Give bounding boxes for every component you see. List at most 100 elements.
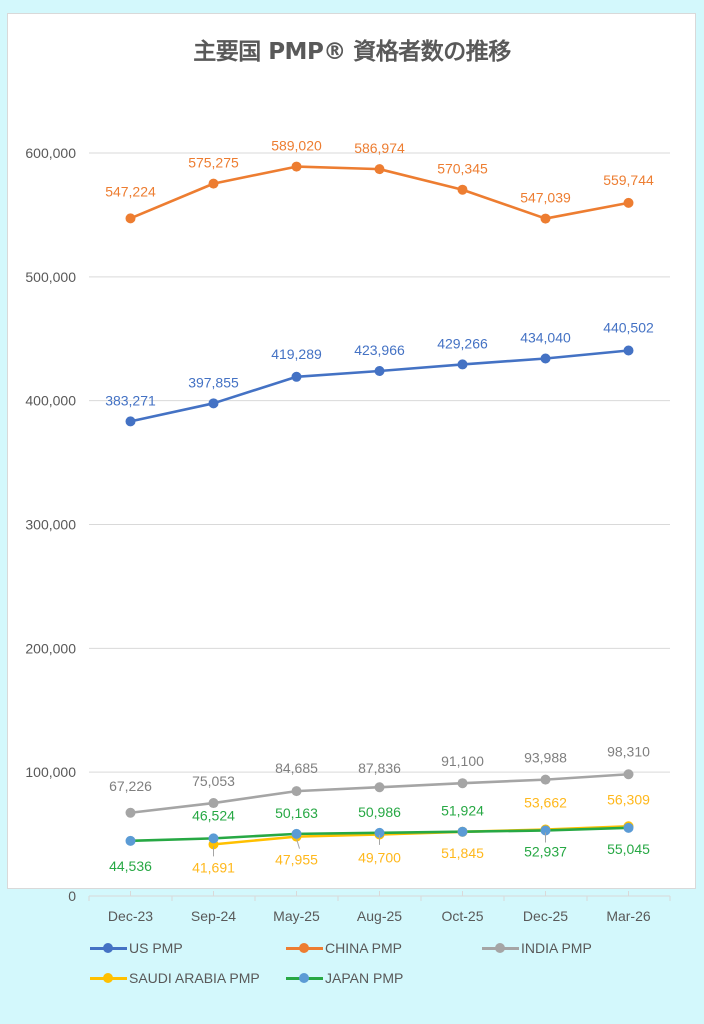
data-label: 50,986 <box>358 804 401 820</box>
data-point <box>291 828 302 839</box>
data-label: 56,309 <box>607 791 650 807</box>
legend-label: SAUDI ARABIA PMP <box>129 970 260 986</box>
data-point <box>374 782 385 793</box>
data-label: 53,662 <box>524 795 567 811</box>
y-tick-label: 300,000 <box>25 517 76 533</box>
data-label: 67,226 <box>109 778 152 794</box>
data-label: 547,224 <box>105 183 156 199</box>
legend-label: JAPAN PMP <box>325 970 404 986</box>
legend-item[interactable]: US PMP <box>90 940 183 956</box>
data-point <box>374 365 385 376</box>
legend-item[interactable]: JAPAN PMP <box>286 970 403 986</box>
data-point <box>540 213 551 224</box>
data-point <box>208 798 219 809</box>
data-label: 570,345 <box>437 161 488 177</box>
data-point <box>208 398 219 409</box>
data-label: 419,289 <box>271 346 322 362</box>
legend-marker <box>495 943 505 953</box>
data-point <box>374 827 385 838</box>
data-label: 52,937 <box>524 843 567 859</box>
legend-marker <box>103 943 113 953</box>
data-label: 50,163 <box>275 805 318 821</box>
data-label: 589,020 <box>271 138 322 154</box>
data-point <box>623 345 634 356</box>
data-label: 41,691 <box>192 859 235 875</box>
data-label: 84,685 <box>275 760 318 776</box>
legend-marker <box>299 973 309 983</box>
data-label: 98,310 <box>607 743 650 759</box>
data-point <box>208 178 219 189</box>
chart-card <box>7 13 696 889</box>
data-point <box>208 833 219 844</box>
data-label: 46,524 <box>192 807 235 823</box>
data-point <box>291 161 302 172</box>
y-tick-label: 100,000 <box>25 764 76 780</box>
legend-line-marker-icon <box>286 971 323 985</box>
x-tick-label: Oct-25 <box>441 908 483 924</box>
data-point <box>540 774 551 785</box>
data-point <box>125 807 136 818</box>
legend-marker <box>103 973 113 983</box>
legend-label: CHINA PMP <box>325 940 403 956</box>
legend-item[interactable]: CHINA PMP <box>286 940 402 956</box>
data-label: 44,536 <box>109 858 152 874</box>
x-tick-label: May-25 <box>273 908 320 924</box>
leader-line <box>296 838 300 849</box>
legend-line-marker-icon <box>90 971 127 985</box>
data-label: 547,039 <box>520 190 571 206</box>
data-label: 559,744 <box>603 172 654 188</box>
y-tick-label: 600,000 <box>25 145 76 161</box>
data-point <box>540 353 551 364</box>
data-label: 49,700 <box>358 849 401 865</box>
legend-line-marker-icon <box>482 941 519 955</box>
data-label: 440,502 <box>603 320 654 336</box>
data-label: 575,275 <box>188 155 239 171</box>
data-point <box>540 825 551 836</box>
legend-marker <box>299 943 309 953</box>
data-point <box>125 416 136 427</box>
data-label: 47,955 <box>275 852 318 868</box>
x-tick-label: Dec-23 <box>108 908 153 924</box>
data-point <box>125 213 136 224</box>
x-tick-label: Aug-25 <box>357 908 402 924</box>
data-label: 93,988 <box>524 750 567 766</box>
data-label: 55,045 <box>607 841 650 857</box>
data-label: 383,271 <box>105 392 156 408</box>
data-label: 91,100 <box>441 753 484 769</box>
data-point <box>457 826 468 837</box>
legend-label: US PMP <box>129 940 183 956</box>
data-label: 75,053 <box>192 773 235 789</box>
legend-label: INDIA PMP <box>521 940 592 956</box>
y-tick-label: 0 <box>68 888 76 904</box>
data-point <box>374 164 385 175</box>
y-tick-label: 500,000 <box>25 269 76 285</box>
data-label: 51,845 <box>441 845 484 861</box>
data-label: 429,266 <box>437 335 488 351</box>
chart-title: 主要国 PMP® 資格者数の推移 <box>193 39 511 65</box>
data-label: 397,855 <box>188 374 239 390</box>
data-label: 423,966 <box>354 342 405 358</box>
legend-item[interactable]: SAUDI ARABIA PMP <box>90 970 260 986</box>
data-point <box>291 371 302 382</box>
x-tick-label: Sep-24 <box>191 908 236 924</box>
data-point <box>623 822 634 833</box>
x-tick-label: Mar-26 <box>606 908 651 924</box>
data-label: 51,924 <box>441 803 484 819</box>
x-tick-label: Dec-25 <box>523 908 568 924</box>
legend-line-marker-icon <box>286 941 323 955</box>
y-tick-label: 200,000 <box>25 640 76 656</box>
legend-item[interactable]: INDIA PMP <box>482 940 592 956</box>
data-label: 434,040 <box>520 330 571 346</box>
legend-line-marker-icon <box>90 941 127 955</box>
data-point <box>623 769 634 780</box>
data-point <box>623 197 634 208</box>
data-point <box>457 184 468 195</box>
y-tick-label: 400,000 <box>25 393 76 409</box>
data-point <box>457 359 468 370</box>
data-label: 87,836 <box>358 760 401 776</box>
data-point <box>125 835 136 846</box>
data-point <box>457 778 468 789</box>
data-point <box>291 786 302 797</box>
data-label: 586,974 <box>354 140 405 156</box>
